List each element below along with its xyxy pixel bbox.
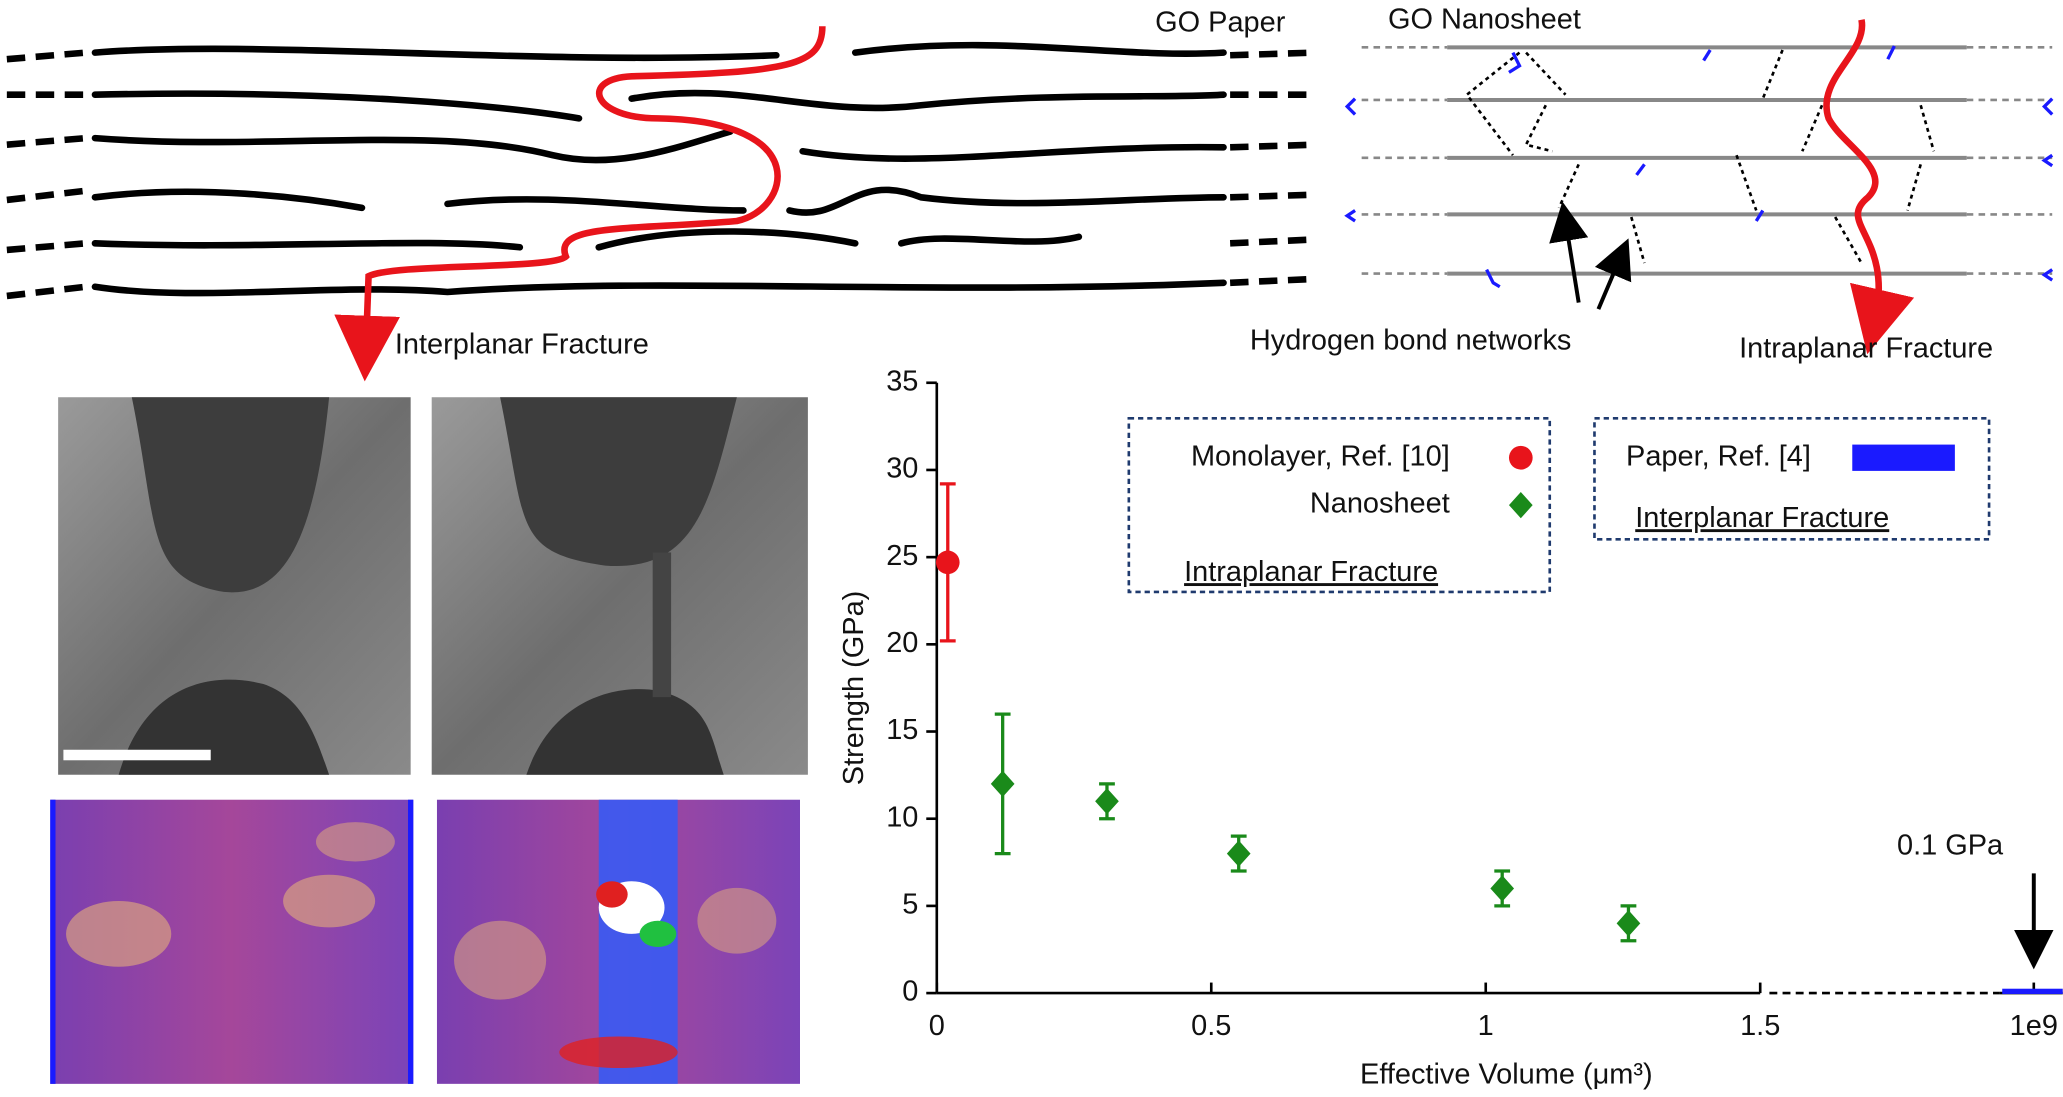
legend-group-title: Interplanar Fracture <box>1635 502 1889 534</box>
point <box>1226 840 1251 867</box>
annotation: 0.1 GPa <box>1897 830 2004 862</box>
x-tick-label: 1 <box>1478 1010 1494 1042</box>
point <box>935 550 960 575</box>
hbond-label: Hydrogen bond networks <box>1250 325 1572 357</box>
legend-label: Paper, Ref. [4] <box>1626 440 1811 472</box>
legend-marker <box>1508 445 1533 470</box>
go-nanosheet-label: GO Nanosheet <box>1388 4 1581 36</box>
legend-marker <box>1852 444 1955 471</box>
intraplanar-label: Intraplanar Fracture <box>1739 333 1993 365</box>
x-tick-label: 0 <box>929 1010 945 1042</box>
legend-label: Monolayer, Ref. [10] <box>1191 440 1450 472</box>
y-tick-label: 15 <box>886 714 918 746</box>
legend-group-title: Intraplanar Fracture <box>1184 556 1438 588</box>
y-tick-label: 30 <box>886 453 918 485</box>
go-nanosheet-diagram <box>1344 19 2054 355</box>
images <box>50 397 808 1084</box>
chart: Monolayer, Ref. [10] Nanosheet Intraplan… <box>838 365 2063 1091</box>
bar-segment <box>2002 988 2063 994</box>
go-paper-label: GO Paper <box>1155 6 1286 38</box>
y-tick-label: 35 <box>886 365 918 397</box>
interplanar-label: Interplanar Fracture <box>395 329 649 361</box>
legend-marker <box>1508 491 1533 519</box>
y-tick-label: 5 <box>902 889 918 921</box>
legend-box <box>1593 416 1991 541</box>
legend-label: Nanosheet <box>1310 488 1450 520</box>
x-tick-label: 1e9 <box>2010 1010 2058 1042</box>
point <box>990 770 1015 797</box>
y-tick-label: 10 <box>886 801 918 833</box>
y-axis-label: Strength (GPa) <box>838 591 870 786</box>
legend-box <box>1127 416 1552 594</box>
y-tick-label: 0 <box>902 976 918 1008</box>
go-paper-diagram <box>6 26 1316 382</box>
x-axis-label: Effective Volume (μm³) <box>1360 1059 1653 1091</box>
point <box>1490 875 1515 902</box>
y-tick-label: 20 <box>886 627 918 659</box>
y-tick-label: 25 <box>886 540 918 572</box>
point <box>1616 910 1641 937</box>
x-tick-label: 0.5 <box>1191 1010 1231 1042</box>
x-tick-label: 1.5 <box>1740 1010 1780 1042</box>
point <box>1095 788 1119 815</box>
